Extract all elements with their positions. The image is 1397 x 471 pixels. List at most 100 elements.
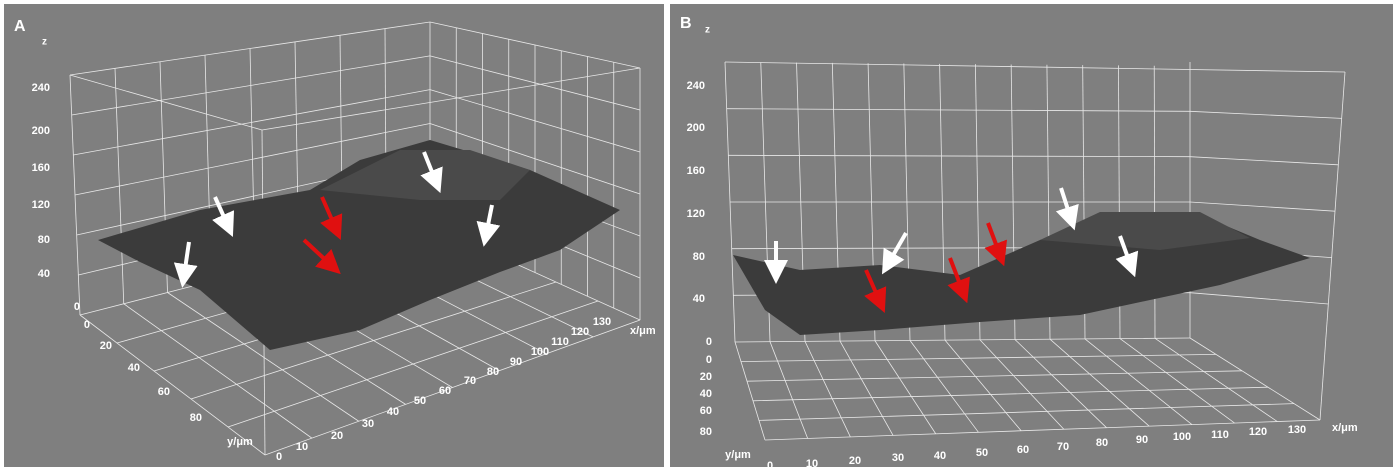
x-tick-label: 40 xyxy=(387,406,399,418)
grid-line xyxy=(944,339,1022,432)
grid-line xyxy=(804,341,851,438)
x-tick-label: 100 xyxy=(531,346,549,358)
grid-line xyxy=(728,154,1191,158)
grid-line xyxy=(1154,337,1278,422)
x-tick-label: 120 xyxy=(571,326,589,338)
y-tick-label: 60 xyxy=(158,386,170,398)
grid-line xyxy=(752,386,1269,402)
z-tick-label: 0 xyxy=(74,301,80,313)
grid-line xyxy=(114,68,125,304)
x-tick-label: 70 xyxy=(464,375,476,387)
x-tick-label: 30 xyxy=(362,418,374,430)
x-tick-label: 50 xyxy=(976,447,988,459)
z-tick-label: 240 xyxy=(32,82,50,94)
grid-line xyxy=(839,340,894,436)
x-tick-label: 0 xyxy=(276,451,282,463)
grid-line xyxy=(724,61,1346,73)
x-tick-label: 40 xyxy=(934,450,946,462)
grid-line xyxy=(1014,339,1107,428)
x-tick-label: 10 xyxy=(296,441,308,453)
grid-line xyxy=(1189,337,1321,421)
x-tick-label: 110 xyxy=(1211,429,1229,441)
grid-line xyxy=(726,108,1191,112)
z-axis-label: z xyxy=(42,37,47,48)
grid-line xyxy=(1049,338,1150,427)
y-tick-label: 80 xyxy=(700,426,712,438)
z-tick-label: 80 xyxy=(693,251,705,263)
grid-line xyxy=(167,292,359,422)
grid-line xyxy=(123,303,313,439)
y-tick-label: 80 xyxy=(190,412,202,424)
z-tick-label: 200 xyxy=(32,125,50,137)
grid-line xyxy=(1084,338,1193,425)
z-tick-label: 40 xyxy=(38,268,50,280)
grid-line xyxy=(734,341,766,441)
grid-line xyxy=(734,337,1191,343)
z-tick-label: 120 xyxy=(32,199,50,211)
x-tick-label: 30 xyxy=(892,452,904,464)
grid-line xyxy=(758,403,1295,421)
grid-line xyxy=(740,354,1217,362)
grid-line xyxy=(1189,110,1342,119)
z-tick-label: 80 xyxy=(38,234,50,246)
z-tick-label: 160 xyxy=(687,165,705,177)
y-tick-label: 60 xyxy=(700,405,712,417)
grid-line xyxy=(69,74,263,131)
grid-line xyxy=(261,67,641,131)
z-tick-label: 240 xyxy=(687,80,705,92)
grid-line xyxy=(227,300,599,428)
y-axis-label: y/μm xyxy=(725,449,751,461)
grid-line xyxy=(1119,338,1235,424)
grid-line xyxy=(764,419,1321,441)
x-tick-label: 60 xyxy=(439,385,451,397)
x-tick-label: 100 xyxy=(1173,431,1191,443)
grid-line xyxy=(1189,201,1336,212)
z-tick-label: 160 xyxy=(32,162,50,174)
x-axis-label: x/μm xyxy=(630,325,656,337)
grid-line xyxy=(190,281,557,400)
y-tick-label: 20 xyxy=(100,340,112,352)
grid-line xyxy=(746,370,1243,382)
z-tick-label: 0 xyxy=(706,336,712,348)
grid-line xyxy=(979,339,1065,430)
panel-label: B xyxy=(680,15,692,32)
x-tick-label: 90 xyxy=(510,356,522,368)
z-tick-label: 120 xyxy=(687,208,705,220)
grid-line xyxy=(1189,156,1339,166)
grid-b xyxy=(724,61,1346,441)
panel-label: A xyxy=(14,18,26,35)
grid-line xyxy=(79,314,266,456)
y-axis-label: y/μm xyxy=(227,436,253,448)
x-axis-label: x/μm xyxy=(1332,422,1358,434)
y-tick-label: 0 xyxy=(706,354,712,366)
x-tick-label: 120 xyxy=(1249,426,1267,438)
z-axis-label: z xyxy=(705,25,710,36)
arrows xyxy=(173,151,1139,313)
x-tick-label: 80 xyxy=(487,366,499,378)
x-tick-label: 70 xyxy=(1057,441,1069,453)
x-tick-label: 60 xyxy=(1017,444,1029,456)
grid-line xyxy=(769,341,809,439)
x-tick-label: 0 xyxy=(767,460,773,471)
x-tick-label: 80 xyxy=(1096,437,1108,449)
grid-line xyxy=(1189,292,1329,305)
x-tick-label: 20 xyxy=(849,455,861,467)
grid-line xyxy=(909,340,979,433)
grid-line xyxy=(1319,71,1346,421)
x-tick-label: 20 xyxy=(331,430,343,442)
x-tick-label: 50 xyxy=(414,395,426,407)
y-tick-label: 40 xyxy=(128,362,140,374)
z-tick-label: 200 xyxy=(687,122,705,134)
y-tick-label: 0 xyxy=(84,319,90,331)
x-tick-label: 130 xyxy=(1288,424,1306,436)
x-tick-label: 110 xyxy=(551,336,569,348)
x-tick-label: 130 xyxy=(593,316,611,328)
x-tick-label: 10 xyxy=(806,458,818,470)
x-tick-label: 90 xyxy=(1136,434,1148,446)
z-tick-label: 40 xyxy=(693,293,705,305)
grid-line xyxy=(874,340,937,435)
y-tick-label: 40 xyxy=(700,388,712,400)
y-tick-label: 20 xyxy=(700,371,712,383)
cell-b xyxy=(1040,212,1250,250)
